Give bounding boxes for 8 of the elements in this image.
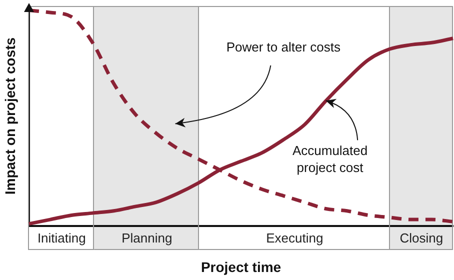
text: Closing bbox=[400, 230, 444, 246]
annotation: Power to alter costs bbox=[226, 39, 341, 54]
text: Initiating bbox=[37, 230, 86, 246]
x-axis-title: Project time bbox=[200, 258, 282, 275]
annotation: Accumulated project cost bbox=[292, 143, 368, 176]
text: Executing bbox=[266, 230, 324, 246]
y-axis-title: Impact on project costs bbox=[2, 37, 18, 195]
text: Planning bbox=[122, 230, 172, 246]
